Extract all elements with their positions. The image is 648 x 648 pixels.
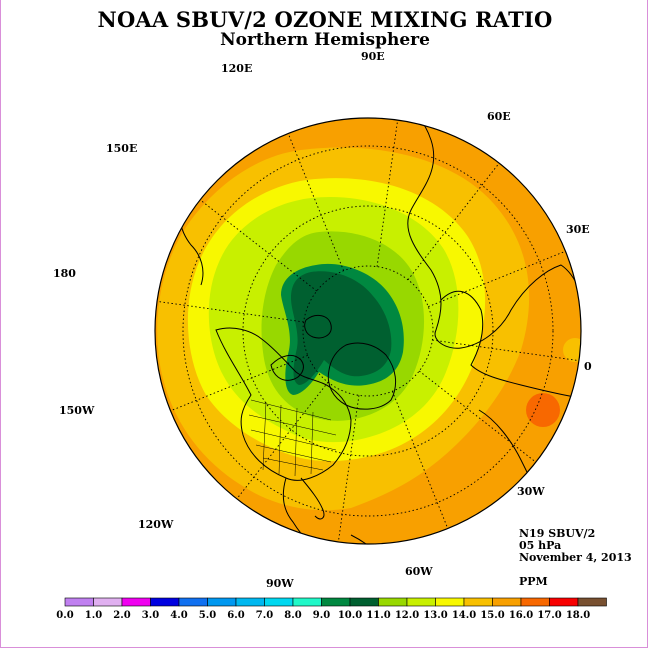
latitude-circle	[242, 205, 494, 457]
lon-label-60e: 60E	[487, 110, 511, 123]
lon-label-30e: 30E	[566, 223, 590, 236]
legend-swatch	[292, 597, 322, 607]
legend-tick-label: 9.0	[313, 610, 330, 621]
legend-tick-label: 6.0	[227, 610, 244, 621]
date-label: November 4, 2013	[519, 551, 632, 564]
legend-tick-label: 5.0	[199, 610, 216, 621]
legend-tick-label: 16.0	[509, 610, 533, 621]
legend-tick-label: 15.0	[480, 610, 504, 621]
legend-tick-label: 2.0	[113, 610, 130, 621]
meridian-line	[236, 381, 329, 500]
globe-outline	[154, 117, 582, 545]
legend-tick-label: 3.0	[142, 610, 159, 621]
meridian-line	[432, 339, 579, 362]
latitude-circle	[302, 265, 434, 397]
legend-swatch	[93, 597, 123, 607]
legend-tick-label: 17.0	[537, 610, 561, 621]
legend-swatch	[64, 597, 94, 607]
legend-swatch	[549, 597, 579, 607]
legend-swatch	[577, 597, 607, 607]
coastline-greenland	[327, 342, 397, 410]
lon-label-90e: 90E	[361, 50, 385, 63]
legend-swatch	[207, 597, 237, 607]
legend-swatch	[378, 597, 408, 607]
legend-swatch	[406, 597, 436, 607]
legend-swatch	[121, 597, 151, 607]
legend-swatch	[264, 597, 294, 607]
graticule	[157, 120, 579, 542]
lon-label-150e: 150E	[106, 142, 137, 155]
meridian-line	[391, 391, 449, 529]
legend-swatch	[492, 597, 522, 607]
meridian-line	[407, 162, 500, 281]
meridian-line	[199, 199, 318, 292]
coastline-europe	[440, 290, 581, 399]
legend-swatch	[463, 597, 493, 607]
us-state-line	[248, 399, 337, 471]
map-subtitle: Northern Hemisphere	[220, 30, 430, 50]
color-legend: 0.0 1.0 2.0 3.0 4.0 5.0 6.0 7.0 8.0 9.0 10.0 11.0 12…	[56, 597, 607, 621]
latitude-circle	[182, 145, 554, 517]
legend-tick-label: 4.0	[170, 610, 187, 621]
meridian-lines	[157, 120, 579, 542]
legend-tick-label: 8.0	[284, 610, 301, 621]
legend-tick-label: 1.0	[85, 610, 102, 621]
ozone-low-spot	[563, 338, 581, 362]
lon-label-120w: 120W	[138, 518, 174, 531]
legend-swatch	[321, 597, 351, 607]
ozone-high-blob	[526, 393, 560, 427]
longitude-labels: 90E 60E 30E 0 30W 60W 90W 120W 150W 180 …	[53, 50, 592, 590]
meridian-line	[337, 395, 360, 542]
meridian-line	[418, 370, 537, 463]
lon-label-0: 0	[584, 360, 592, 373]
legend-tick-label: 7.0	[256, 610, 273, 621]
legend-swatch	[435, 597, 465, 607]
legend-swatch	[520, 597, 550, 607]
pressure-level-label: 05 hPa	[519, 539, 562, 552]
meridian-line	[157, 300, 304, 323]
legend-swatch	[235, 597, 265, 607]
legend-tick-label: 12.0	[395, 610, 419, 621]
legend-tick-label: 11.0	[366, 610, 390, 621]
coastline-central-america	[282, 477, 320, 544]
ozone-fill-layer	[155, 118, 581, 544]
lon-label-60w: 60W	[405, 565, 433, 578]
legend-swatch	[150, 597, 180, 607]
meridian-line	[428, 250, 566, 308]
lon-label-180: 180	[53, 267, 76, 280]
units-label: PPM	[519, 575, 548, 588]
coastline-eurasia	[180, 118, 581, 349]
lon-label-90w: 90W	[266, 577, 294, 590]
us-state-line	[262, 401, 314, 477]
us-state-lines	[248, 399, 337, 477]
meridian-line	[376, 120, 399, 267]
legend-tick-label: 18.0	[566, 610, 590, 621]
coastline-arctic-islands	[270, 314, 332, 381]
lon-label-120e: 120E	[221, 62, 252, 75]
lon-label-150w: 150W	[59, 404, 95, 417]
meridian-line	[170, 354, 308, 412]
ozone-band-core	[291, 271, 392, 385]
meridian-line	[287, 133, 345, 271]
map-title: NOAA SBUV/2 OZONE MIXING RATIO	[97, 7, 553, 32]
coastlines	[178, 118, 581, 544]
legend-tick-label: 0.0	[56, 610, 73, 621]
legend-tick-label: 10.0	[338, 610, 362, 621]
legend-tick-label: 14.0	[452, 610, 476, 621]
legend-swatch	[178, 597, 208, 607]
legend-swatch	[349, 597, 379, 607]
satellite-label: N19 SBUV/2	[519, 527, 596, 540]
legend-tick-label: 13.0	[423, 610, 447, 621]
lon-label-30w: 30W	[517, 485, 545, 498]
